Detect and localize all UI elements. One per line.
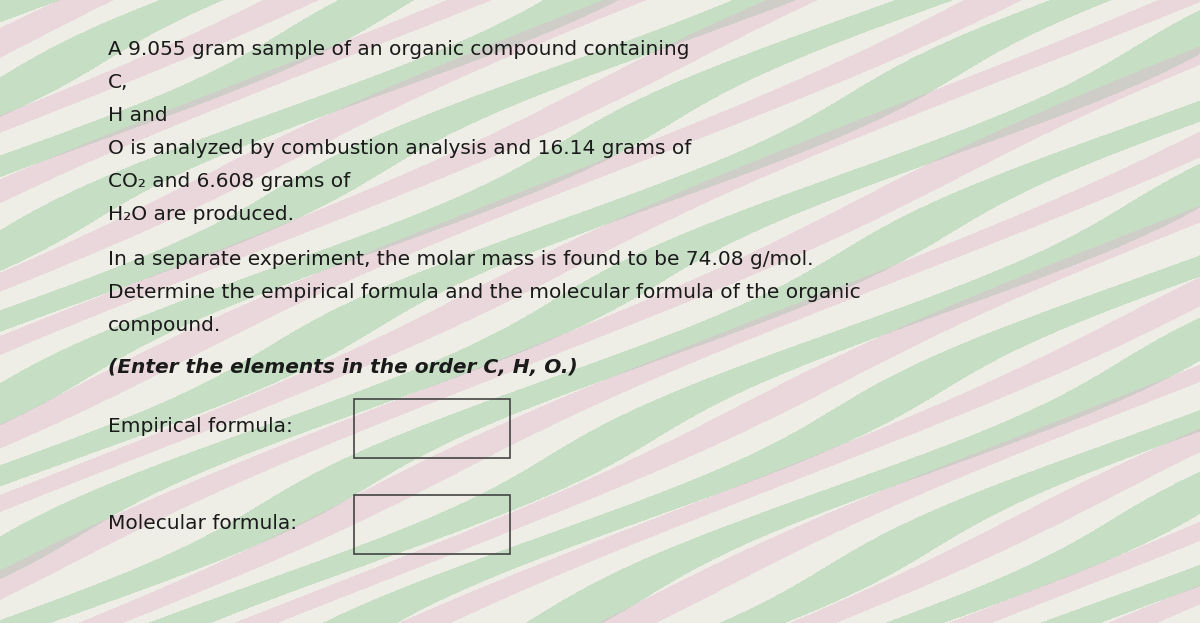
Text: Determine the empirical formula and the molecular formula of the organic: Determine the empirical formula and the … (108, 283, 860, 302)
Text: CO₂ and 6.608 grams of: CO₂ and 6.608 grams of (108, 173, 350, 191)
Text: Molecular formula:: Molecular formula: (108, 514, 298, 533)
Text: C,: C, (108, 74, 128, 92)
Text: A 9.055 gram sample of an organic compound containing: A 9.055 gram sample of an organic compou… (108, 40, 690, 59)
Text: In a separate experiment, the molar mass is found to be 74.08 g/mol.: In a separate experiment, the molar mass… (108, 250, 814, 269)
Text: compound.: compound. (108, 316, 221, 335)
Text: H₂O are produced.: H₂O are produced. (108, 206, 294, 224)
Text: (Enter the elements in the order C, H, O.): (Enter the elements in the order C, H, O… (108, 358, 577, 377)
Text: H and: H and (108, 107, 168, 125)
Bar (354, 495, 510, 554)
Bar (354, 399, 510, 458)
Text: Empirical formula:: Empirical formula: (108, 417, 293, 436)
Text: O is analyzed by combustion analysis and 16.14 grams of: O is analyzed by combustion analysis and… (108, 140, 691, 158)
